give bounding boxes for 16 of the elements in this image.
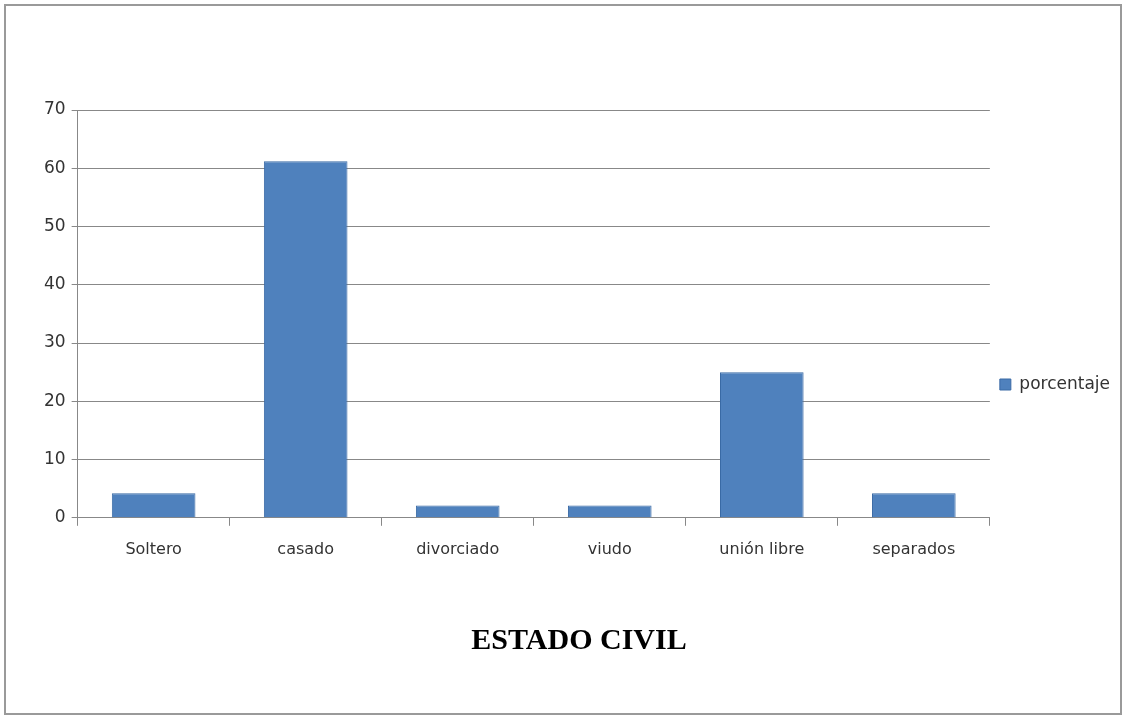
- y-tick-label: 0: [54, 506, 66, 527]
- x-tick-label: separados: [872, 538, 956, 558]
- y-tick-label: 70: [43, 98, 66, 119]
- x-tick-label: viudo: [587, 538, 632, 558]
- x-tick-label: casado: [277, 538, 335, 558]
- x-tick-label: divorciado: [416, 538, 500, 558]
- y-tick-label: 60: [43, 156, 66, 177]
- legend-label: porcentaje: [1019, 372, 1110, 393]
- y-tick-label: 10: [43, 447, 66, 468]
- y-tick-label: 50: [43, 214, 66, 235]
- text: ESTADO CIVIL: [471, 621, 687, 655]
- x-tick-label: Soltero: [125, 538, 182, 558]
- x-tick-label: unión libre: [719, 538, 805, 558]
- y-tick-label: 30: [43, 331, 66, 352]
- y-tick-label: 40: [43, 273, 66, 294]
- y-tick-label: 20: [43, 389, 66, 410]
